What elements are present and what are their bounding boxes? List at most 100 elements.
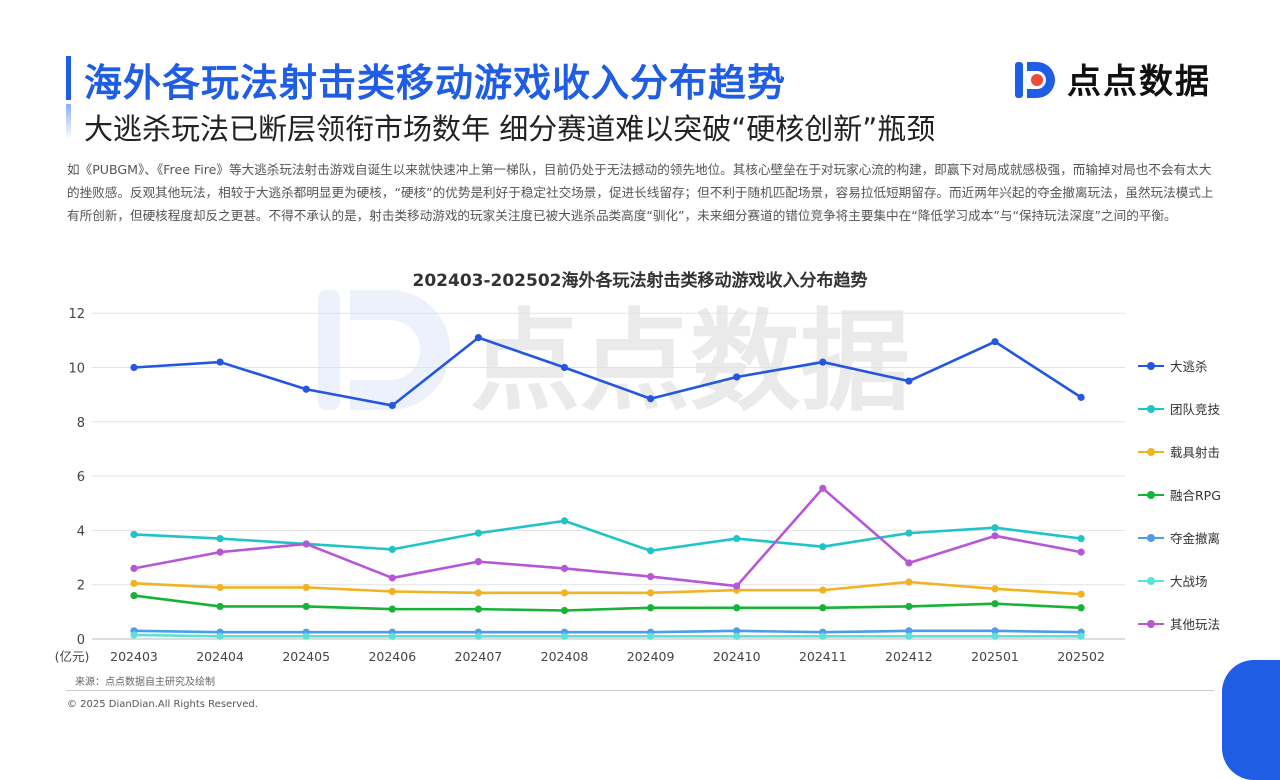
- data-point: [991, 600, 999, 608]
- data-point: [991, 532, 999, 540]
- x-tick-label: 202502: [1057, 649, 1105, 664]
- data-point: [991, 524, 999, 532]
- data-point: [302, 602, 310, 611]
- series-line: [133, 487, 1082, 588]
- legend-item: 团队竞技: [1138, 387, 1221, 430]
- corner-decoration: [1222, 660, 1280, 780]
- y-tick-label: 10: [68, 362, 85, 377]
- x-tick-label: 202407: [455, 649, 503, 664]
- data-point: [302, 385, 310, 393]
- data-point: [905, 627, 913, 635]
- legend-label: 团队竞技: [1170, 402, 1221, 417]
- x-tick-label: 202403: [110, 649, 158, 664]
- data-point: [474, 334, 482, 342]
- y-tick-label: 2: [77, 579, 85, 594]
- data-point: [560, 606, 569, 615]
- data-point: [216, 358, 224, 366]
- data-point: [1077, 632, 1085, 640]
- data-point: [905, 559, 913, 567]
- footer-divider: [66, 690, 1214, 691]
- data-point: [130, 579, 138, 587]
- data-point: [1077, 590, 1085, 598]
- legend-item: 夺金撤离: [1138, 516, 1221, 559]
- data-point: [819, 358, 827, 366]
- data-point: [647, 572, 655, 581]
- chart-series: [130, 334, 1085, 640]
- data-point: [302, 583, 310, 592]
- data-point: [216, 534, 224, 543]
- data-point: [216, 583, 224, 592]
- series-line: [133, 594, 1082, 612]
- series-line: [133, 336, 1082, 407]
- subtitle-accent-bar: [66, 104, 71, 140]
- data-point: [733, 627, 741, 635]
- data-point: [474, 589, 482, 597]
- data-point: [216, 632, 224, 640]
- x-tick-label: 202408: [541, 649, 589, 664]
- y-tick-label: 0: [77, 633, 85, 648]
- data-point: [474, 605, 482, 613]
- data-point: [819, 586, 827, 594]
- y-tick-label: 4: [77, 524, 85, 539]
- data-point: [388, 545, 396, 554]
- title-accent-bar: [66, 56, 71, 100]
- data-point: [560, 589, 569, 597]
- legend-item: 融合RPG: [1138, 473, 1221, 516]
- y-axis-unit: (亿元): [55, 649, 90, 664]
- data-point: [388, 605, 396, 613]
- y-tick-label: 12: [68, 307, 85, 322]
- series-line: [133, 519, 1082, 553]
- x-tick-label: 202405: [282, 649, 330, 664]
- legend-label: 夺金撤离: [1170, 531, 1221, 546]
- intro-paragraph: 如《PUBGM》、《Free Fire》等大逃杀玩法射击游戏自诞生以来就快速冲上…: [67, 162, 1214, 223]
- legend-label: 其他玩法: [1170, 617, 1221, 632]
- data-point: [388, 574, 396, 582]
- y-tick-label: 6: [77, 470, 85, 485]
- legend-label: 大逃杀: [1170, 359, 1208, 374]
- y-tick-label: 8: [77, 416, 85, 431]
- series-融合RPG: [130, 591, 1085, 615]
- data-point: [647, 589, 655, 597]
- data-point: [560, 517, 569, 525]
- x-tick-label: 202406: [368, 649, 416, 664]
- data-point: [733, 632, 741, 640]
- data-point: [1077, 393, 1085, 401]
- data-point: [991, 627, 999, 635]
- legend-item: 大战场: [1138, 559, 1221, 602]
- data-point: [302, 632, 310, 640]
- series-line: [133, 633, 1082, 638]
- data-point: [733, 373, 741, 381]
- data-point: [905, 377, 913, 385]
- series-line: [133, 580, 1082, 596]
- legend-swatch: [1138, 533, 1164, 543]
- data-point: [560, 363, 569, 372]
- data-point: [991, 632, 999, 640]
- data-point: [130, 631, 138, 639]
- data-point: [130, 530, 138, 539]
- data-point: [819, 604, 827, 612]
- data-point: [733, 534, 741, 543]
- legend-item: 其他玩法: [1138, 602, 1221, 645]
- legend-swatch: [1138, 361, 1164, 371]
- data-point: [474, 632, 482, 640]
- data-point: [991, 585, 999, 593]
- data-point: [216, 548, 224, 556]
- data-point: [1077, 604, 1085, 612]
- data-point: [905, 529, 913, 537]
- x-tick-label: 202410: [713, 649, 761, 664]
- x-axis: 202403 202404 202405 202406 202407 202408 2024…: [110, 649, 1105, 664]
- data-point: [1077, 534, 1085, 543]
- page-subtitle: 大逃杀玩法已断层领衔市场数年 细分赛道难以突破“硬核创新”瓶颈: [84, 112, 936, 146]
- legend-swatch: [1138, 447, 1164, 457]
- svg-text:点点数据: 点点数据: [470, 298, 910, 426]
- data-point: [388, 632, 396, 640]
- x-tick-label: 202412: [885, 649, 933, 664]
- series-载具射击: [130, 578, 1085, 598]
- data-point: [560, 632, 569, 640]
- legend-swatch: [1138, 404, 1164, 414]
- series-夺金撤离: [130, 627, 1085, 636]
- page-title: 海外各玩法射击类移动游戏收入分布趋势: [84, 61, 787, 105]
- data-point: [733, 582, 741, 590]
- data-point: [905, 578, 913, 586]
- y-axis: 0 2 4 6 8 10 12 (亿元): [55, 307, 90, 664]
